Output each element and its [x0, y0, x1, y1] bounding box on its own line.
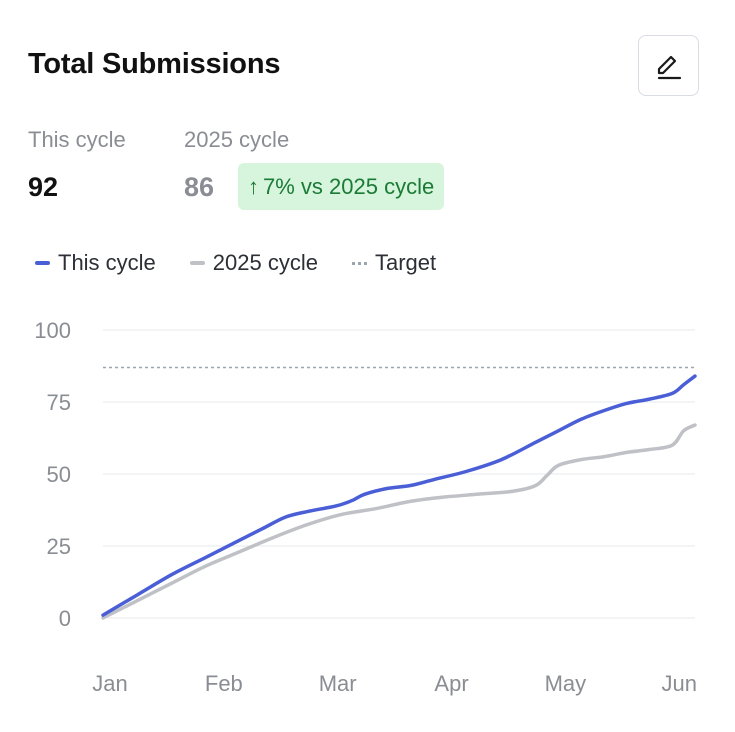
y-tick-label: 25 — [47, 534, 71, 559]
legend-label-target: Target — [374, 250, 437, 275]
chart-title: Total Submissions — [28, 48, 281, 80]
line-chart: 0 25 50 75 100 Jan Feb Mar Apr May Jun — [34, 318, 697, 696]
x-tick-label: Jun — [661, 671, 696, 696]
series-line-this-cycle — [101, 374, 697, 617]
legend-this-cycle[interactable]: This cycle — [35, 250, 156, 276]
x-tick-label: May — [545, 671, 587, 696]
y-tick-label: 100 — [34, 318, 71, 343]
x-tick-label: Feb — [205, 671, 243, 696]
this-cycle-label: This cycle — [28, 127, 126, 152]
y-tick-label: 75 — [47, 390, 71, 415]
legend-prior-cycle[interactable]: 2025 cycle — [189, 250, 318, 276]
chart-legend: This cycle 2025 cycle Target — [35, 250, 470, 276]
legend-swatch-prior-cycle — [189, 261, 205, 265]
legend-swatch-target — [351, 261, 367, 265]
pencil-icon — [657, 55, 681, 79]
legend-label-this-cycle: This cycle — [58, 250, 156, 275]
x-tick-label: Apr — [434, 671, 468, 696]
prior-cycle-label: 2025 cycle — [184, 127, 290, 152]
grid-lines — [103, 329, 695, 619]
y-axis-ticks: 0 25 50 75 100 — [34, 318, 71, 631]
legend-swatch-this-cycle — [35, 261, 50, 265]
x-tick-label: Mar — [319, 671, 357, 696]
series-line-2025-cycle — [101, 423, 697, 620]
x-axis-ticks: Jan Feb Mar Apr May Jun — [92, 671, 697, 696]
legend-target[interactable]: Target — [351, 250, 437, 276]
delta-badge: ↑ 7% vs 2025 cycle — [238, 163, 445, 210]
y-tick-label: 50 — [47, 462, 71, 487]
arrow-up-icon: ↑ — [248, 173, 259, 199]
prior-cycle-value: 86 — [184, 172, 215, 202]
y-tick-label: 0 — [59, 606, 71, 631]
edit-button[interactable] — [638, 35, 699, 96]
x-tick-label: Jan — [92, 671, 127, 696]
this-cycle-value: 92 — [28, 172, 59, 202]
delta-text: 7% vs 2025 cycle — [263, 173, 435, 199]
legend-label-prior-cycle: 2025 cycle — [212, 250, 318, 275]
